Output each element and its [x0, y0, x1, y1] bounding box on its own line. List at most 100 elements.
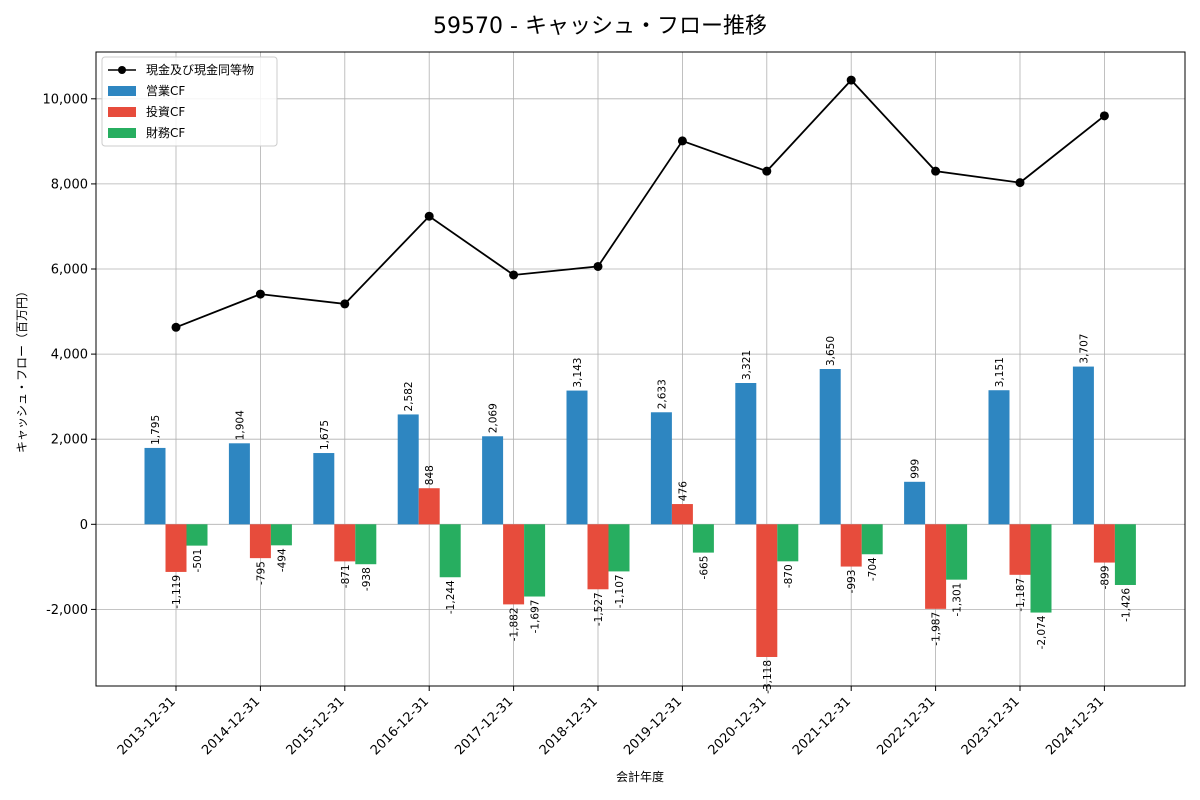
financing-cf-label: -938 [361, 567, 373, 591]
cash-equivalents-point [593, 261, 603, 271]
operating-cf-bar [144, 447, 166, 525]
investing-cf-bar [418, 488, 440, 525]
y-tick-label: 0 [80, 518, 88, 533]
x-tick-label: 2022-12-31 [874, 694, 938, 758]
investing-cf-bar [1009, 524, 1031, 575]
investing-cf-bar [587, 524, 609, 590]
y-tick-label: 6,000 [51, 263, 88, 278]
financing-cf-bar [270, 524, 292, 546]
operating-cf-bar [566, 390, 588, 525]
financing-cf-label: -1,107 [614, 574, 626, 608]
operating-cf-label: 2,069 [488, 403, 500, 433]
cash-equivalents-point [1099, 111, 1109, 121]
operating-cf-bar [397, 414, 419, 525]
legend-label-financing: 財務CF [146, 125, 185, 140]
y-tick-label: 2,000 [51, 433, 88, 448]
cash-equivalents-point [931, 166, 941, 176]
legend-label-operating: 営業CF [146, 84, 185, 98]
financing-cf-bar [861, 524, 883, 555]
operating-cf-label: 1,904 [234, 410, 246, 440]
investing-cf-label: -993 [846, 570, 858, 594]
operating-cf-bar [228, 443, 250, 525]
y-axis-label: キャッシュ・フロー（百万円） [15, 285, 29, 453]
operating-cf-label: 2,582 [403, 381, 415, 411]
x-axis-label: 会計年度 [616, 769, 664, 784]
investing-cf-bar [165, 524, 187, 572]
y-tick-label: 8,000 [51, 177, 88, 192]
operating-cf-bar [735, 382, 757, 525]
financing-cf-bar [355, 524, 377, 565]
data-labels-layer: 1,795 1,904 1,675 2,582 2,069 3,143 2,633 3,321… [150, 334, 1132, 694]
x-tick-label: 2016-12-31 [368, 694, 432, 758]
operating-cf-label: 3,650 [825, 336, 837, 366]
cash-equivalents-point [1015, 178, 1025, 188]
investing-cf-bar [503, 524, 525, 605]
financing-cf-label: -494 [276, 548, 288, 572]
x-tick-label: 2023-12-31 [959, 694, 1023, 758]
investing-cf-label: -3,118 [762, 660, 774, 694]
line-layer [171, 75, 1109, 332]
investing-cf-label: 848 [424, 465, 436, 485]
investing-cf-label: -1,882 [509, 607, 521, 641]
y-tick-label: 4,000 [51, 348, 88, 363]
financing-cf-bar [439, 524, 461, 578]
financing-cf-label: -1,244 [445, 580, 457, 614]
x-tick-label: 2017-12-31 [452, 694, 516, 758]
financing-cf-label: -1,426 [1120, 588, 1132, 622]
financing-cf-bar [1030, 524, 1052, 613]
financing-cf-label: -1,301 [952, 583, 964, 617]
investing-cf-bar [840, 524, 862, 567]
financing-cf-label: -870 [783, 564, 795, 588]
cash-equivalents-point [340, 299, 350, 309]
legend-frame [101, 56, 278, 147]
legend-swatch-investing [108, 107, 136, 117]
investing-cf-bar [925, 524, 947, 609]
cash-equivalents-point [171, 322, 181, 332]
chart-title: 59570 - キャッシュ・フロー推移 [433, 14, 767, 39]
cash-equivalents-point [762, 166, 772, 176]
operating-cf-label: 1,675 [319, 420, 331, 450]
x-tick-label: 2019-12-31 [621, 694, 685, 758]
financing-cf-label: -665 [698, 556, 710, 580]
financing-cf-bar [186, 524, 208, 546]
legend: 現金及び現金同等物 営業CF 投資CF 財務CF [101, 56, 278, 147]
operating-cf-label: 3,143 [572, 358, 584, 388]
operating-cf-bar [904, 481, 926, 525]
financing-cf-label: -704 [867, 557, 879, 581]
investing-cf-label: -1,527 [593, 592, 605, 626]
financing-cf-bar [692, 524, 714, 553]
x-tick-label: 2015-12-31 [284, 694, 348, 758]
investing-cf-bar [1093, 524, 1115, 563]
operating-cf-bar [650, 412, 672, 525]
operating-cf-bar [313, 453, 335, 525]
investing-cf-label: -871 [340, 564, 352, 588]
operating-cf-label: 999 [910, 459, 922, 479]
x-tick-label: 2021-12-31 [790, 694, 854, 758]
investing-cf-bar [249, 524, 271, 559]
operating-cf-label: 3,321 [741, 350, 753, 380]
legend-line-marker [118, 66, 126, 74]
cash-equivalents-point [509, 270, 519, 280]
x-tick-label: 2020-12-31 [706, 694, 770, 758]
operating-cf-label: 2,633 [656, 379, 668, 409]
investing-cf-label: -1,119 [171, 575, 183, 609]
legend-swatch-financing [108, 128, 136, 138]
operating-cf-bar [482, 436, 504, 525]
financing-cf-bar [1114, 524, 1136, 585]
cash-equivalents-point [255, 289, 265, 299]
operating-cf-label: 3,151 [994, 357, 1006, 387]
cash-equivalents-point [677, 136, 687, 146]
financing-cf-bar [524, 524, 546, 597]
investing-cf-bar [756, 524, 778, 657]
operating-cf-bar [819, 369, 841, 525]
x-tick-label: 2013-12-31 [115, 694, 179, 758]
financing-cf-bar [777, 524, 799, 562]
investing-cf-label: 476 [677, 481, 689, 501]
investing-cf-label: -795 [255, 561, 267, 585]
investing-cf-label: -899 [1099, 566, 1111, 590]
cash-equivalents-line [175, 78, 1105, 329]
legend-swatch-operating [108, 86, 136, 96]
plot-frame [95, 51, 1186, 687]
operating-cf-label: 3,707 [1078, 334, 1090, 364]
